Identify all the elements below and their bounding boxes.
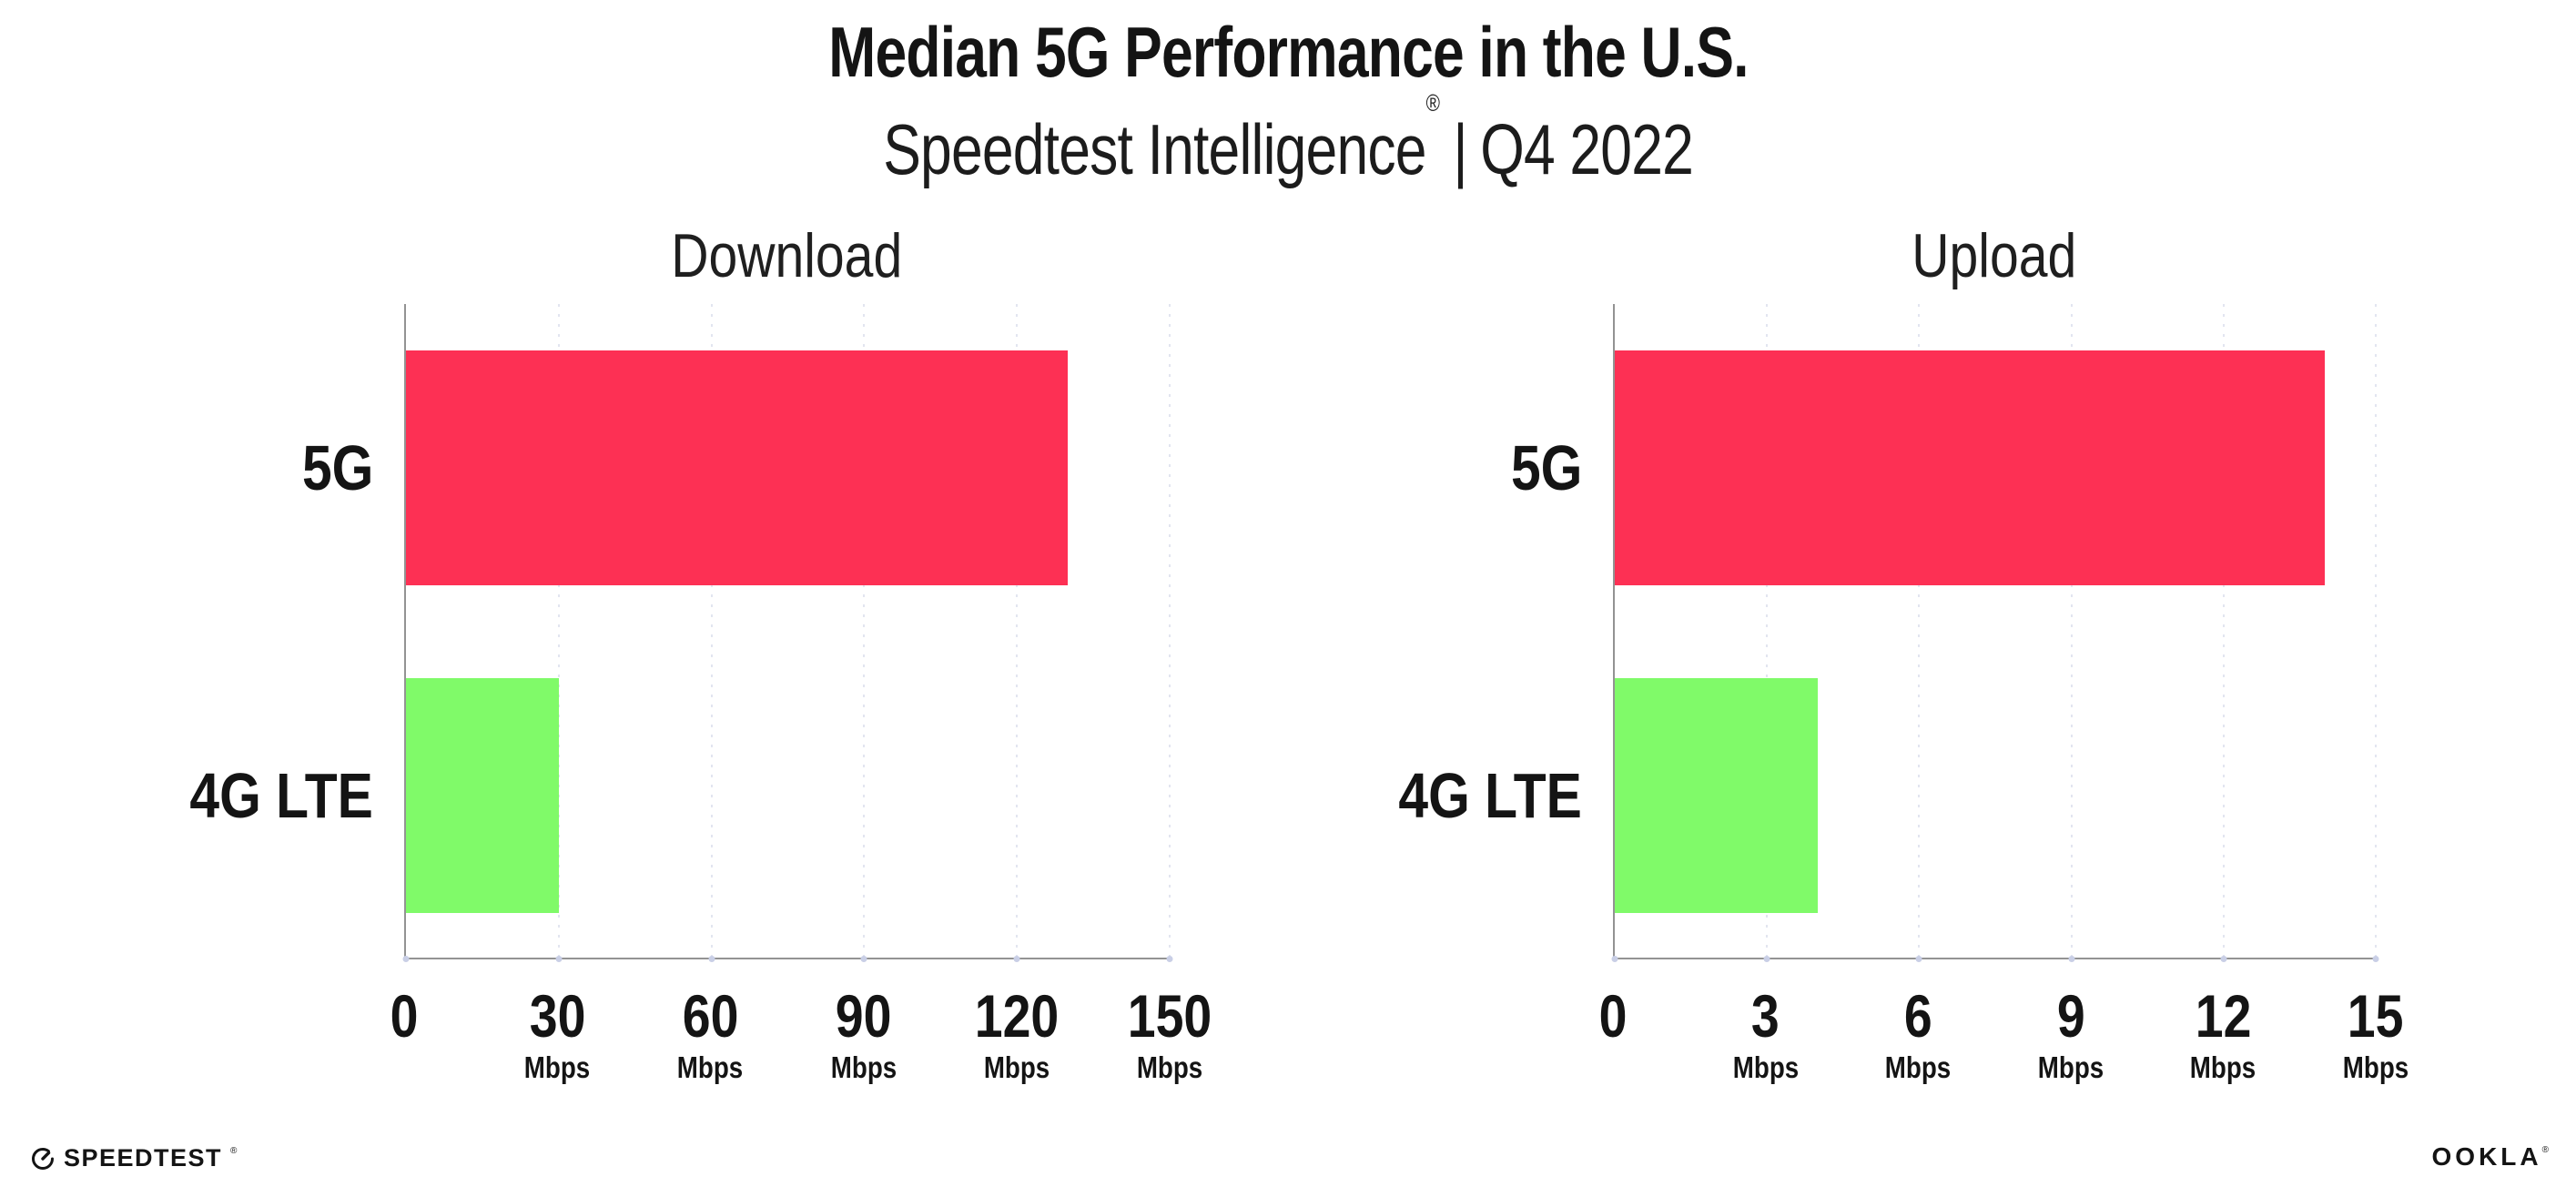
x-tick-value: 30 [529,982,586,1050]
x-tick-unit: Mbps [1884,1050,1952,1084]
ookla-logo: OOKLA ® [2432,1142,2549,1172]
x-tick-15: 15 Mbps [2337,982,2415,1087]
x-tick-unit: Mbps [677,1050,744,1084]
download-plot-area [402,304,1173,962]
axis-tick-dot [555,956,563,962]
x-tick-unit: Mbps [1136,1050,1203,1084]
axis-tick-dot [2372,956,2379,962]
x-tick-unit: Mbps [523,1050,591,1084]
x-tick-12: 12 Mbps [2184,982,2262,1087]
x-tick-value: 9 [2056,982,2085,1050]
page-subtitle: Speedtest Intelligence® | Q4 2022 [0,89,2576,189]
x-tick-value: 60 [682,982,739,1050]
upload-plot-area [1611,304,2379,962]
bar-5g-upload [1615,350,2326,585]
subtitle-period: Q4 2022 [1480,109,1694,189]
gridline-9 [2070,304,2073,958]
gridline-120 [1016,304,1019,958]
category-label-4g-lte: 4G LTE [189,760,373,831]
axis-tick-dot [1611,956,1618,962]
gridline-3 [1766,304,1769,958]
bar-5g-download [406,350,1069,585]
axis-tick-dot [860,956,867,962]
ookla-wordmark: OOKLA [2431,1142,2542,1171]
x-tick-value: 12 [2195,982,2252,1050]
gridline-12 [2222,304,2225,958]
upload-chart: Upload 5G 4G LTE 0 3 Mbps 6 Mbps 9 Mbps 12 Mbps 15 Mb… [1399,224,2409,1084]
registered-mark: ® [1425,89,1440,117]
gridline-15 [2375,304,2377,958]
x-tick-value: 120 [974,982,1060,1050]
x-tick-unit: Mbps [1732,1050,1799,1084]
x-tick-unit: Mbps [2190,1050,2257,1084]
x-tick-value: 0 [390,982,419,1050]
category-label-4g-lte: 4G LTE [1398,760,1582,831]
category-label-5g: 5G [1510,432,1582,503]
x-tick-90: 90 Mbps [825,982,903,1087]
category-label-5g: 5G [301,432,373,503]
x-tick-value: 90 [835,982,892,1050]
subtitle-brand: Speedtest Intelligence [883,109,1426,189]
axis-tick-dot [1013,956,1020,962]
axis-tick-dot [1915,956,1922,962]
axis-tick-dot [2068,956,2075,962]
x-tick-value: 150 [1127,982,1212,1050]
x-tick-9: 9 Mbps [2032,982,2110,1087]
gridline-6 [1918,304,1921,958]
download-chart-title: Download [671,221,903,290]
page-title: Median 5G Performance in the U.S. [827,12,1749,92]
gridline-30 [557,304,560,958]
ookla-registered-mark: ® [2541,1144,2549,1155]
x-tick-value: 6 [1903,982,1932,1050]
x-tick-150: 150 Mbps [1120,982,1220,1087]
axis-tick-dot [2220,956,2227,962]
x-tick-unit: Mbps [983,1050,1050,1084]
x-tick-60: 60 Mbps [671,982,749,1087]
gridline-90 [863,304,866,958]
speedtest-wordmark: SPEEDTEST [64,1144,223,1172]
speedtest-gauge-icon [30,1146,56,1172]
x-tick-unit: Mbps [2037,1050,2104,1084]
x-tick-0: 0 [1597,982,1630,1050]
x-tick-3: 3 Mbps [1727,982,1805,1087]
x-tick-30: 30 Mbps [518,982,596,1087]
subtitle-separator: | [1453,109,1467,189]
speedtest-registered-mark: ® [230,1146,238,1156]
x-tick-value: 15 [2348,982,2404,1050]
upload-chart-title: Upload [1912,221,2077,290]
axis-tick-dot [1166,956,1173,962]
download-chart: Download 5G 4G LTE 0 30 Mbps 60 Mbps 90 Mbps 120 Mb… [190,224,1212,1084]
x-tick-unit: Mbps [2342,1050,2409,1084]
bar-4g-lte-download [406,678,559,913]
x-tick-120: 120 Mbps [967,982,1067,1087]
speedtest-logo: SPEEDTEST ® [30,1144,237,1172]
x-tick-6: 6 Mbps [1879,982,1957,1087]
axis-tick-dot [402,956,410,962]
axis-tick-dot [1763,956,1770,962]
x-tick-value: 3 [1751,982,1780,1050]
gridline-60 [710,304,713,958]
x-tick-value: 0 [1598,982,1628,1050]
x-tick-0: 0 [388,982,421,1050]
bar-4g-lte-upload [1615,678,1818,913]
x-tick-unit: Mbps [830,1050,897,1084]
axis-tick-dot [708,956,715,962]
gridline-150 [1169,304,1171,958]
